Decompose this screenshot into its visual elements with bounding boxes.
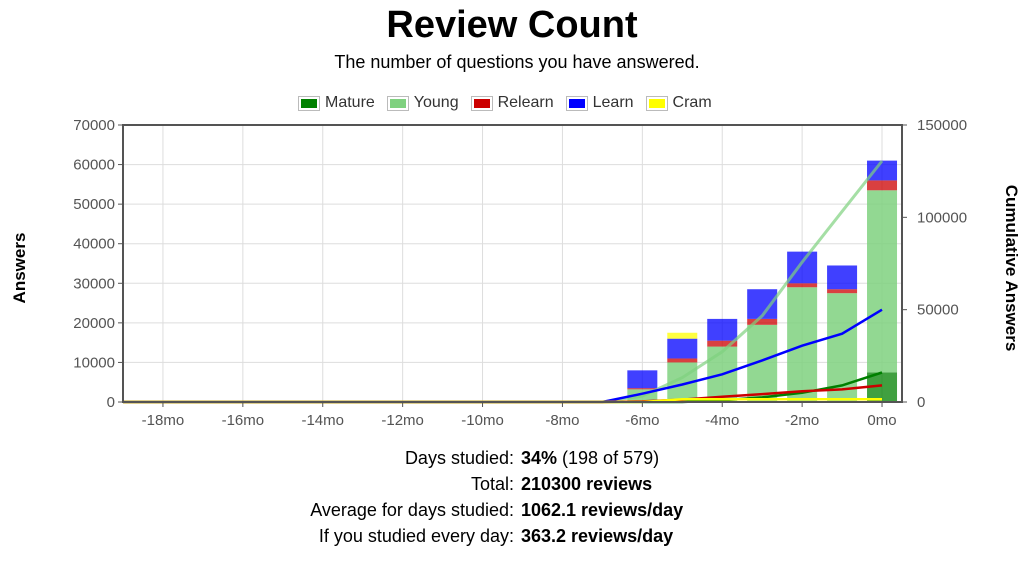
x-tick-label: -6mo (625, 412, 659, 429)
x-tick-label: -16mo (222, 412, 265, 429)
legend-swatch-learn (568, 98, 585, 108)
stat-label: If you studied every day: (318, 525, 514, 546)
stat-label: Total: (470, 473, 514, 494)
review-count-chart: 0 10000 20000 30000 40000 50000 60000 70000 0 500… (73, 117, 967, 429)
legend-item-young[interactable]: Young (386, 94, 459, 112)
x-tick-label: -2mo (785, 412, 819, 429)
legend-item-relearn[interactable]: Relearn (470, 94, 554, 112)
bar-relearn (747, 318, 778, 325)
y2-tick-label: 50000 (917, 302, 959, 319)
bar-young (827, 293, 858, 402)
x-tick-label: 0mo (867, 412, 896, 429)
legend-label-relearn: Relearn (497, 94, 554, 111)
legend-label-learn: Learn (592, 94, 634, 111)
stat-row-average-days-studied: Average for days studied: 1062.1 reviews… (0, 497, 1024, 523)
stat-value: 363.2 reviews/day (521, 525, 674, 546)
bar-learn (627, 370, 658, 389)
bar-relearn (667, 358, 698, 363)
stats-panel: Days studied: 34% (198 of 579) Total: 21… (0, 445, 1024, 549)
legend-swatch-young (389, 98, 406, 108)
legend-item-mature[interactable]: Mature (298, 94, 375, 112)
legend-item-cram[interactable]: Cram (645, 94, 712, 112)
y-tick-label: 70000 (73, 117, 115, 134)
y-tick-label: 20000 (73, 315, 115, 332)
plot-border (122, 124, 903, 403)
y2-tick-label: 150000 (917, 117, 967, 134)
y-tick-label: 30000 (73, 275, 115, 292)
x-tick-label: -12mo (381, 412, 424, 429)
y-tick-label: 50000 (73, 196, 115, 213)
x-tick-label: -18mo (142, 412, 185, 429)
chart-legend: Mature Young Relearn Learn Cram (298, 92, 724, 114)
x-tick-label: -10mo (461, 412, 504, 429)
stat-label: Average for days studied: (310, 499, 514, 520)
bar-relearn (827, 289, 858, 294)
legend-label-young: Young (413, 94, 459, 111)
stat-value: 34% (521, 447, 558, 468)
stat-extra: (198 of 579) (557, 447, 660, 468)
cumulative-line-learn (123, 308, 883, 404)
y-tick-label: 60000 (73, 157, 115, 174)
legend-swatch-mature (301, 98, 317, 108)
bar-relearn (707, 340, 738, 347)
bar-relearn (787, 283, 818, 288)
bar-cram (667, 332, 698, 339)
x-tick-label: -14mo (301, 412, 344, 429)
plot-area (123, 125, 902, 402)
legend-swatch-cram (648, 98, 665, 108)
bar-relearn (867, 180, 898, 191)
bar-learn (867, 160, 898, 181)
chart-subtitle: The number of questions you have answere… (334, 52, 700, 72)
y-tick-label: 0 (107, 394, 115, 411)
bar-learn (827, 265, 858, 290)
y2-tick-label: 100000 (917, 209, 967, 226)
legend-swatch-relearn (473, 98, 490, 108)
y-tick-label: 10000 (73, 354, 115, 371)
bar-learn (667, 338, 698, 359)
stat-row-days-studied: Days studied: 34% (198 of 579) (0, 445, 1024, 471)
y2-tick-label: 0 (917, 394, 925, 411)
legend-label-cram: Cram (672, 94, 712, 111)
stat-row-total: Total: 210300 reviews (0, 471, 1024, 497)
bar-learn (707, 318, 738, 341)
stat-value: 210300 reviews (521, 473, 653, 494)
bar-relearn (627, 388, 658, 390)
legend-item-learn[interactable]: Learn (565, 94, 634, 112)
stat-row-every-day: If you studied every day: 363.2 reviews/… (0, 523, 1024, 549)
stat-value: 1062.1 reviews/day (521, 499, 684, 520)
y-tick-label: 40000 (73, 236, 115, 253)
chart-title: Review Count (386, 4, 638, 46)
bar-young (867, 190, 898, 373)
legend-label-mature: Mature (325, 94, 375, 111)
x-tick-label: -4mo (705, 412, 739, 429)
stat-label: Days studied: (404, 447, 514, 468)
x-tick-label: -8mo (545, 412, 579, 429)
